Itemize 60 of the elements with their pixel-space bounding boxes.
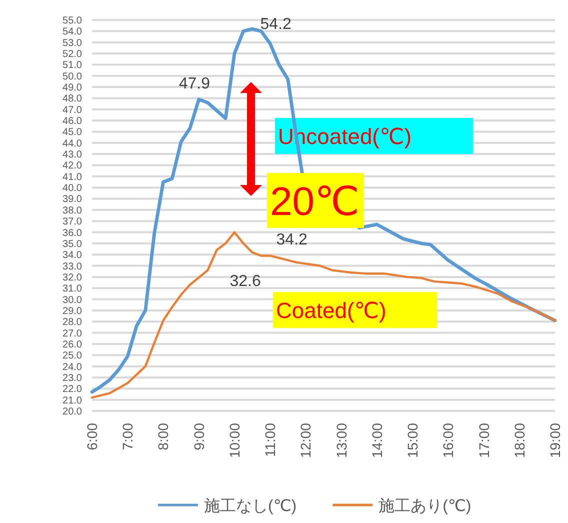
y-tick-label: 36.0: [62, 228, 82, 239]
y-tick-label: 23.0: [62, 372, 82, 384]
y-tick-label: 46.0: [62, 116, 82, 128]
y-tick-label: 25.0: [62, 350, 82, 362]
x-tick-label: 10:00: [226, 422, 242, 458]
y-tick-label: 39.0: [62, 194, 82, 206]
y-tick-label: 49.0: [62, 82, 82, 94]
y-tick-label: 55.0: [62, 16, 82, 26]
x-tick-label: 13:00: [333, 422, 350, 458]
y-tick-label: 33.0: [62, 261, 82, 272]
x-tick-label: 15:00: [404, 422, 421, 458]
y-tick-label: 20.0: [62, 406, 82, 418]
y-tick-label: 29.0: [62, 306, 82, 317]
y-tick-label: 42.0: [62, 160, 82, 172]
y-tick-label: 24.0: [62, 362, 82, 373]
y-tick-label: 38.0: [62, 205, 82, 216]
y-tick-label: 50.0: [62, 71, 82, 82]
line-series: [90, 231, 556, 399]
x-tick-label: 11:00: [262, 422, 278, 457]
y-tick-label: 44.0: [62, 138, 82, 150]
y-tick-label: 28.0: [62, 317, 82, 328]
y-tick-label: 47.0: [62, 104, 82, 116]
annotation: 47.9: [178, 75, 210, 92]
annotation: 34.2: [276, 231, 308, 248]
x-tick-label: 9:00: [190, 422, 207, 450]
y-tick-label: 21.0: [62, 395, 82, 406]
x-tick-label: 12:00: [298, 422, 314, 458]
legend-label: 施工あり(℃): [378, 497, 472, 515]
annotation: Coated(℃): [276, 298, 386, 323]
y-tick-label: 34.0: [62, 250, 82, 262]
x-tick-label: 17:00: [476, 422, 492, 458]
y-tick-label: 35.0: [62, 238, 82, 250]
y-tick-label: 43.0: [62, 150, 82, 161]
y-tick-label: 48.0: [62, 94, 82, 105]
x-tick-label: 14:00: [368, 422, 385, 458]
annotation: 20℃: [270, 180, 360, 224]
annotation: Uncoated(℃): [278, 124, 412, 149]
y-tick-label: 53.0: [62, 38, 82, 49]
y-tick-label: 41.0: [62, 172, 82, 183]
y-tick-label: 22.0: [62, 384, 82, 396]
annotation: 32.6: [230, 273, 261, 290]
x-tick-label: 18:00: [511, 422, 528, 458]
x-tick-label: 19:00: [547, 422, 563, 458]
y-tick-label: 51.0: [62, 60, 82, 72]
annotation: 54.2: [260, 16, 292, 33]
x-tick-label: 16:00: [440, 422, 456, 458]
y-tick-label: 45.0: [62, 127, 82, 138]
y-tick-label: 30.0: [62, 294, 82, 306]
y-tick-label: 54.0: [62, 26, 82, 38]
y-tick-label: 31.0: [62, 284, 82, 295]
legend-label: 施工なし(℃): [204, 497, 297, 515]
y-tick-label: 52.0: [62, 49, 82, 60]
y-tick-label: 32.0: [62, 272, 82, 284]
y-tick-label: 26.0: [62, 339, 82, 350]
x-tick-label: 8:00: [155, 422, 172, 450]
x-tick-label: 6:00: [84, 422, 100, 450]
y-tick-label: 37.0: [62, 216, 82, 228]
x-tick-label: 7:00: [120, 422, 136, 450]
y-tick-label: 27.0: [62, 328, 82, 340]
y-tick-label: 40.0: [62, 183, 82, 194]
